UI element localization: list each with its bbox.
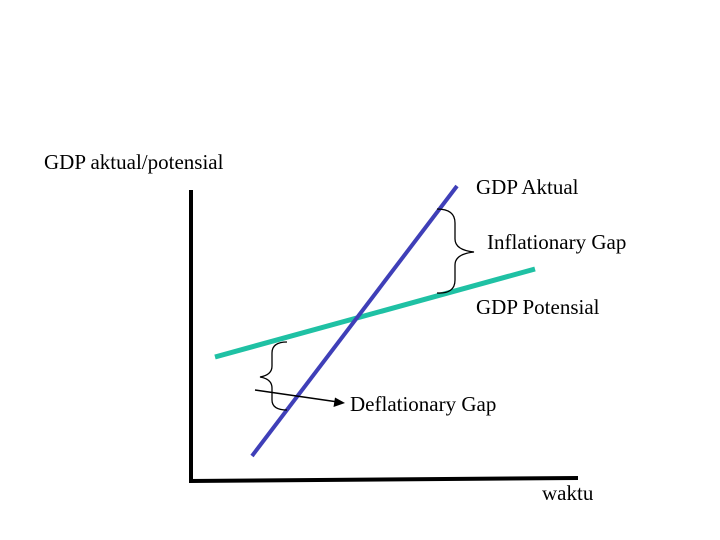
gdp-actual-label: GDP Aktual [476,175,579,199]
arrow-head-icon [333,397,345,407]
gdp-actual-line [250,184,459,458]
x-axis [188,476,579,483]
gdp-potential-label: GDP Potensial [476,295,600,319]
y-axis-label: GDP aktual/potensial [44,150,224,174]
gdp-potential-line [214,266,536,360]
inflationary-gap-label: Inflationary Gap [487,230,626,254]
deflationary-gap-label: Deflationary Gap [350,392,496,416]
inflationary-gap-brace [436,208,475,294]
deflationary-gap-brace [259,341,288,411]
deflationary-gap-arrow [254,389,339,403]
x-axis-label: waktu [542,481,594,505]
